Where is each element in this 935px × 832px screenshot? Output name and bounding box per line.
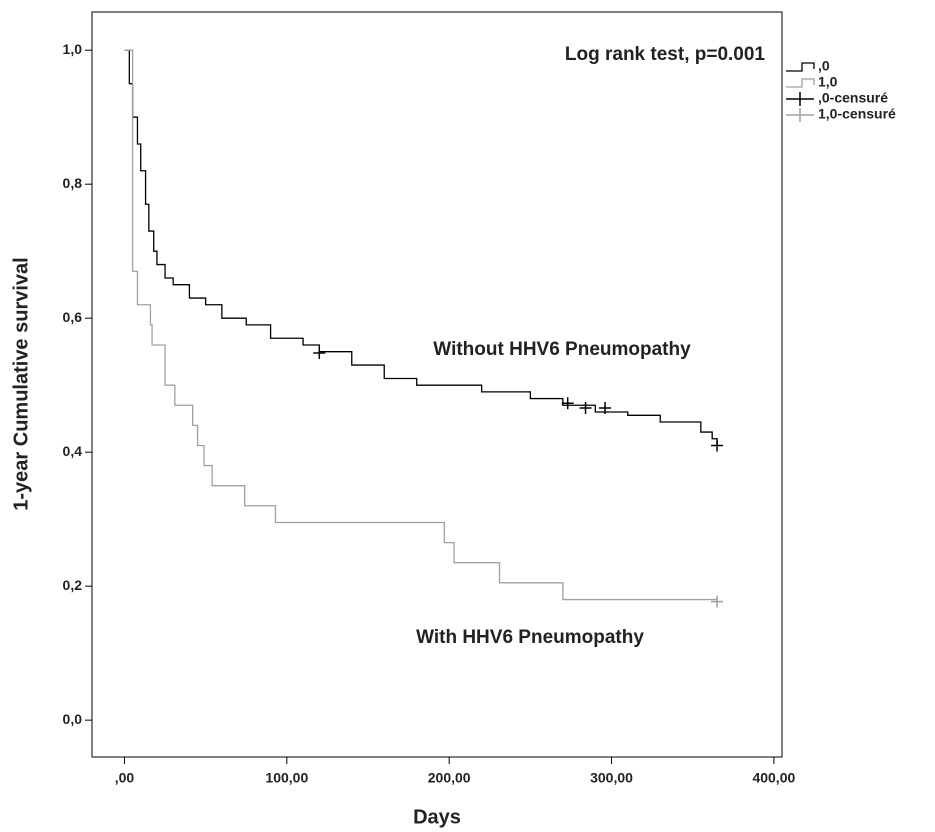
annotation: With HHV6 Pneumopathy: [416, 627, 644, 648]
x-tick-label: 100,00: [265, 770, 308, 786]
survival-curve: [124, 49, 718, 446]
censor-mark: [579, 401, 592, 414]
legend-label: 1,0-censuré: [818, 106, 896, 122]
y-tick-label: 0,8: [63, 175, 83, 191]
legend-swatch: [786, 62, 815, 72]
x-tick-label: ,00: [115, 770, 135, 786]
plot-frame: [91, 11, 783, 758]
censor-mark: [561, 397, 574, 410]
x-tick-label: 300,00: [590, 770, 633, 786]
x-tick-label: 400,00: [752, 770, 795, 786]
legend-label: ,0-censuré: [818, 90, 888, 106]
legend-swatch: [786, 92, 814, 106]
censor-mark: [599, 401, 612, 414]
survival-curve: [124, 49, 718, 601]
x-axis-title: Days: [413, 806, 461, 828]
censor-mark: [711, 439, 724, 452]
y-axis-title: 1-year Cumulative survival: [10, 257, 32, 510]
y-tick-label: 0,2: [63, 577, 83, 593]
legend-label: 1,0: [818, 74, 838, 90]
annotation: Log rank test, p=0.001: [565, 44, 766, 65]
y-tick-label: 0,4: [63, 443, 83, 459]
x-tick-label: 200,00: [428, 770, 471, 786]
legend-swatch: [786, 78, 815, 88]
censor-mark: [313, 347, 326, 360]
annotation: Without HHV6 Pneumopathy: [433, 339, 691, 360]
legend-swatch: [786, 108, 814, 122]
y-tick-label: 0,6: [63, 309, 83, 325]
y-tick-label: 1,0: [63, 41, 83, 57]
y-tick-label: 0,0: [63, 711, 83, 727]
legend-label: ,0: [818, 58, 830, 74]
censor-mark: [711, 595, 724, 608]
